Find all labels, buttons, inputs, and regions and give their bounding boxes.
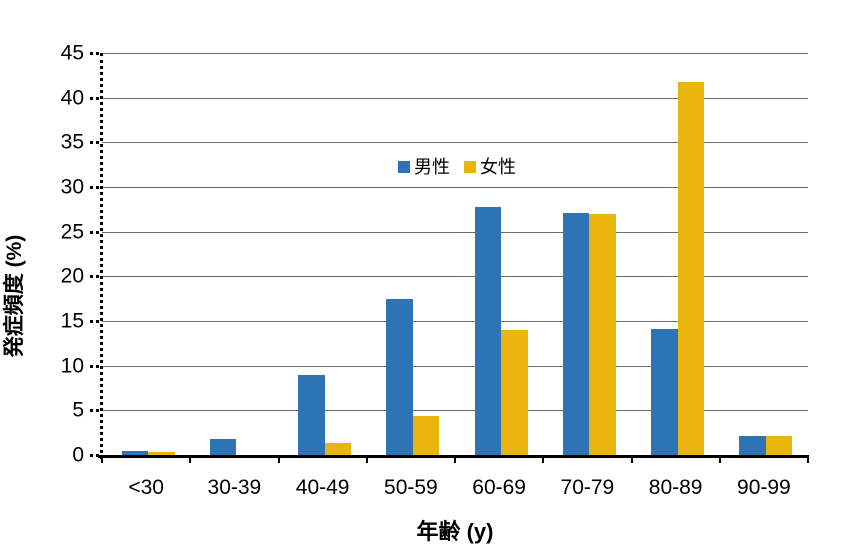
gridline [102, 276, 808, 278]
gridline [102, 97, 808, 99]
bar-male [474, 206, 502, 455]
x-tick-label: 50-59 [384, 476, 438, 499]
x-tick-label: 40-49 [295, 476, 350, 499]
bar-male [209, 438, 237, 455]
legend-label: 女性 [480, 157, 516, 177]
y-tick-label: 35 [60, 130, 84, 154]
x-tick-label: 60-69 [472, 476, 526, 499]
x-tick-label: 70-79 [560, 476, 615, 499]
bar-female [677, 81, 705, 455]
y-tick-label: 5 [72, 398, 84, 422]
legend-label: 男性 [414, 157, 450, 177]
x-axis-tick [807, 455, 809, 463]
x-tick-label: 90-99 [737, 476, 791, 499]
gridline [102, 365, 808, 367]
y-tick-label: 10 [60, 354, 84, 378]
y-axis-tick [90, 52, 99, 55]
y-tick-label: 30 [60, 175, 84, 199]
x-axis-tick [718, 455, 721, 463]
x-axis-tick [454, 455, 456, 463]
x-tick-label: <30 [128, 476, 164, 499]
gridline [102, 231, 808, 233]
x-axis-line [98, 455, 808, 458]
bar-female [765, 436, 793, 455]
gridline [102, 410, 808, 412]
bar-male [121, 451, 149, 455]
y-axis-tick [90, 141, 99, 145]
legend-item-male: 男性 [398, 158, 450, 176]
bar-male [562, 212, 590, 455]
plot-area [90, 52, 809, 463]
x-tick-label: 80-89 [648, 476, 703, 499]
bar-male [298, 374, 325, 455]
legend-swatch-icon [464, 161, 476, 173]
legend: 男性 女性 [398, 158, 516, 176]
y-tick-label: 20 [60, 264, 84, 288]
x-axis-tick [365, 455, 368, 463]
y-axis-tick [90, 230, 99, 234]
gridline [102, 142, 808, 144]
y-tick-label: 40 [60, 86, 84, 110]
y-tick-label: 25 [60, 220, 84, 244]
bar-female [501, 329, 528, 455]
y-axis-tick [90, 320, 99, 323]
bar-female [589, 213, 616, 455]
x-tick-label: 30-39 [207, 476, 262, 499]
bar-male [386, 298, 413, 455]
bar-male [739, 436, 766, 455]
y-axis-tick [90, 409, 99, 413]
x-axis-tick [277, 455, 280, 463]
bar-female [412, 415, 440, 455]
bar-male [651, 329, 678, 455]
y-axis-line [100, 53, 103, 460]
y-axis-tick [90, 96, 99, 100]
y-axis-tick [90, 454, 99, 457]
x-axis-tick [101, 455, 103, 463]
y-axis-tick [90, 186, 99, 189]
y-tick-label: 0 [72, 443, 84, 467]
gridline [102, 321, 808, 322]
legend-item-female: 女性 [464, 158, 516, 176]
legend-swatch-icon [398, 161, 410, 173]
gridline [102, 187, 808, 188]
x-axis-tick [542, 455, 545, 463]
x-axis-tick [189, 455, 192, 463]
x-axis-title: 年齢 (y) [416, 519, 494, 544]
bar-female [148, 452, 175, 455]
y-axis-title: 発症頻度 (%) [3, 234, 26, 358]
x-axis-tick [630, 455, 633, 463]
y-axis-tick [90, 364, 99, 368]
y-tick-label: 45 [60, 41, 84, 65]
gridline [102, 53, 808, 54]
y-axis-tick [90, 275, 99, 279]
bar-female [324, 442, 352, 455]
y-tick-label: 15 [60, 309, 84, 333]
